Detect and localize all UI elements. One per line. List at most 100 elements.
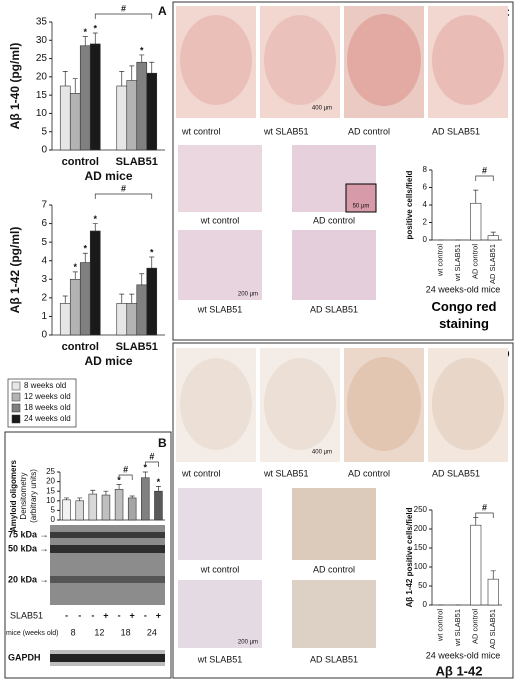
scale-label: 400 µm (312, 106, 332, 112)
error-bar (129, 65, 135, 81)
blot-marker: 50 kDa → (8, 543, 49, 553)
significance-mark: # (121, 183, 126, 193)
error-bar (490, 570, 496, 580)
congo-whole-brain-images (176, 6, 508, 118)
error-bar (155, 486, 161, 492)
scale-label: 200 µm (238, 292, 258, 298)
y-tick-label: 0 (41, 330, 47, 341)
blot-treatment: - (78, 610, 81, 620)
x-axis-label: AD mice (84, 169, 132, 183)
significance-mark: * (157, 477, 161, 487)
y-tick-label: 5 (41, 126, 47, 137)
bar (89, 230, 101, 336)
bar (75, 500, 84, 521)
y-tick-label: 20 (36, 71, 48, 82)
image-label: wt control (200, 564, 240, 574)
bar (59, 85, 71, 151)
significance-bracket (94, 13, 153, 19)
y-axis-label: Aβ 1-42 positive cells/field (405, 507, 414, 607)
y-tick-label: 250 (414, 505, 428, 514)
bar (59, 303, 71, 336)
x-tick-label: control (62, 341, 99, 353)
x-axis-label: 24 weeks-old mice (426, 284, 501, 294)
y-tick-label: 10 (36, 108, 48, 119)
y-tick-label: 25 (36, 53, 48, 64)
y-tick-label: 10 (46, 496, 55, 505)
blot-age-label: mice (weeks old) (6, 630, 59, 637)
y-tick-label: 25 (46, 467, 55, 476)
legend-label: 8 weeks old (24, 381, 66, 390)
error-bar (92, 32, 98, 44)
error-bar (103, 490, 109, 496)
image-label: wt SLAB51 (197, 654, 243, 664)
error-bar (490, 231, 496, 236)
y-axis-label: (arbitrary units) (29, 469, 38, 523)
blot-marker: 20 kDa → (8, 574, 49, 584)
x-tick-label: wt SLAB51 (453, 609, 462, 647)
significance-mark: * (83, 27, 87, 37)
chart-title: Aβ 1-42 (436, 663, 483, 678)
significance-mark: * (150, 247, 154, 257)
error-bar (82, 36, 88, 46)
significance-mark: * (144, 462, 148, 472)
bar (69, 278, 81, 336)
scale-label: 200 µm (238, 640, 258, 646)
y-axis-label: positive cells/field (405, 170, 414, 239)
y-tick-label: 5 (51, 506, 56, 515)
error-bar (90, 489, 96, 495)
image-label: AD SLAB51 (310, 654, 358, 664)
bar (101, 494, 111, 521)
panel-b-frame (4, 431, 172, 679)
error-bar (473, 189, 479, 204)
y-tick-label: 6 (41, 218, 47, 229)
chart-title: Congo red staining (431, 299, 497, 331)
y-tick-label: 20 (46, 477, 55, 486)
y-tick-label: 2 (423, 218, 428, 227)
y-tick-label: 5 (41, 237, 47, 248)
y-axis-label: Densitometry (19, 472, 28, 519)
panel-letter: A (158, 4, 167, 18)
significance-bracket (144, 461, 159, 467)
blot-age: 18 (121, 627, 131, 637)
bar (116, 303, 128, 336)
error-bar (82, 252, 88, 263)
blot-treatment: + (156, 610, 161, 620)
y-tick-label: 15 (36, 90, 48, 101)
error-bar (473, 517, 479, 526)
significance-mark: * (140, 45, 144, 55)
bar (141, 477, 150, 521)
bar (126, 303, 138, 336)
bar (136, 61, 148, 151)
y-tick-label: 150 (414, 543, 428, 552)
y-axis-label: Amyloid oligomers (9, 459, 18, 532)
bar (127, 497, 137, 521)
bar (89, 43, 101, 151)
error-bar (149, 61, 155, 74)
panel-letter: B (158, 436, 167, 450)
legend-swatch (11, 381, 21, 391)
y-tick-label: 15 (46, 486, 55, 495)
x-tick-label: AD SLAB51 (488, 609, 497, 649)
western-blot (50, 525, 165, 666)
bar (114, 488, 124, 521)
error-bar (119, 71, 125, 86)
blot-treatment: - (91, 610, 94, 620)
significance-bracket (94, 193, 153, 199)
x-tick-label: SLAB51 (116, 341, 158, 353)
y-tick-label: 4 (41, 255, 47, 266)
error-bar (62, 295, 68, 304)
blot-treatment: + (103, 610, 108, 620)
bar (62, 499, 71, 521)
bar (126, 80, 138, 151)
blot-age: 8 (71, 627, 76, 637)
bar (136, 284, 148, 336)
bar (88, 493, 98, 521)
significance-bracket (118, 474, 133, 480)
blot-treatment: - (118, 610, 121, 620)
legend-swatch (11, 392, 21, 402)
bar (470, 202, 482, 241)
significance-mark: * (93, 214, 97, 224)
bar (69, 93, 81, 151)
bar (487, 578, 499, 606)
